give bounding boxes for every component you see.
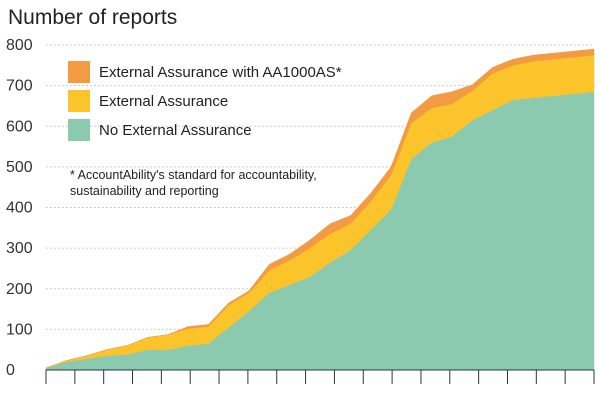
y-tick-label-700: 700 (6, 78, 33, 95)
y-tick-label-800: 800 (6, 37, 33, 54)
y-tick-label-200: 200 (6, 281, 33, 298)
y-tick-label-0: 0 (6, 362, 15, 379)
legend-swatch-external-assurance (68, 90, 90, 112)
legend-swatch-no-external-assurance (68, 119, 90, 141)
y-tick-label-300: 300 (6, 240, 33, 257)
y-tick-label-600: 600 (6, 118, 33, 135)
y-axis-ticks: 0 100 200 300 400 500 600 700 800 (6, 37, 33, 379)
legend-swatch-external-assurance-with-aa1000as (68, 61, 90, 83)
legend-label-external-assurance-with-aa1000as: External Assurance with AA1000AS* (99, 64, 342, 81)
y-tick-label-100: 100 (6, 321, 33, 338)
y-tick-label-500: 500 (6, 159, 33, 176)
chart-title: Number of reports (8, 6, 177, 29)
footnote-line-1: sustainability and reporting (70, 184, 219, 198)
x-axis-ticks (45, 370, 595, 384)
footnote: * AccountAbility's standard for accounta… (70, 168, 317, 198)
legend-label-no-external-assurance: No External Assurance (99, 122, 252, 139)
legend: External Assurance with AA1000AS* Externa… (68, 61, 342, 141)
footnote-line-0: * AccountAbility's standard for accounta… (70, 168, 317, 182)
area-external-assurance-with-aa1000as (45, 48, 595, 369)
y-tick-label-400: 400 (6, 200, 33, 217)
legend-label-external-assurance: External Assurance (99, 93, 228, 110)
